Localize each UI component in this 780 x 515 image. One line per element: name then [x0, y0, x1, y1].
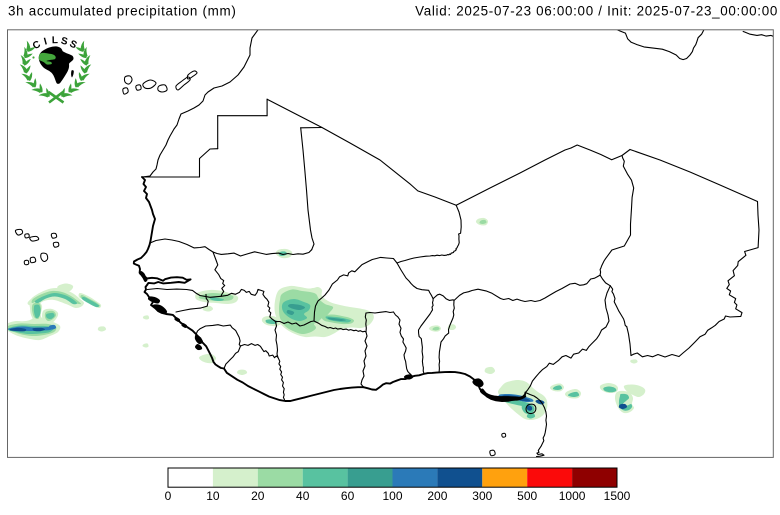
- svg-text:L: L: [52, 35, 58, 46]
- svg-text:500: 500: [517, 489, 537, 503]
- svg-text:1000: 1000: [559, 489, 586, 503]
- svg-text:S: S: [67, 38, 78, 51]
- svg-text:0: 0: [165, 489, 172, 503]
- svg-text:3h accumulated precipitation (: 3h accumulated precipitation (mm): [8, 4, 237, 19]
- svg-text:200: 200: [427, 489, 447, 503]
- svg-text:10: 10: [206, 489, 220, 503]
- svg-text:100: 100: [382, 489, 402, 503]
- svg-text:300: 300: [472, 489, 492, 503]
- svg-text:S: S: [60, 36, 69, 48]
- svg-text:I: I: [43, 36, 49, 47]
- svg-text:Valid: 2025-07-23 06:00:00 / I: Valid: 2025-07-23 06:00:00 / Init: 2025-…: [415, 4, 778, 19]
- svg-text:60: 60: [341, 489, 355, 503]
- svg-text:1500: 1500: [604, 489, 631, 503]
- svg-text:C: C: [31, 39, 43, 52]
- svg-text:20: 20: [251, 489, 265, 503]
- svg-text:40: 40: [296, 489, 310, 503]
